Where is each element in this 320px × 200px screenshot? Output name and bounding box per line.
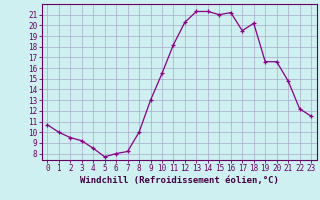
X-axis label: Windchill (Refroidissement éolien,°C): Windchill (Refroidissement éolien,°C): [80, 176, 279, 185]
